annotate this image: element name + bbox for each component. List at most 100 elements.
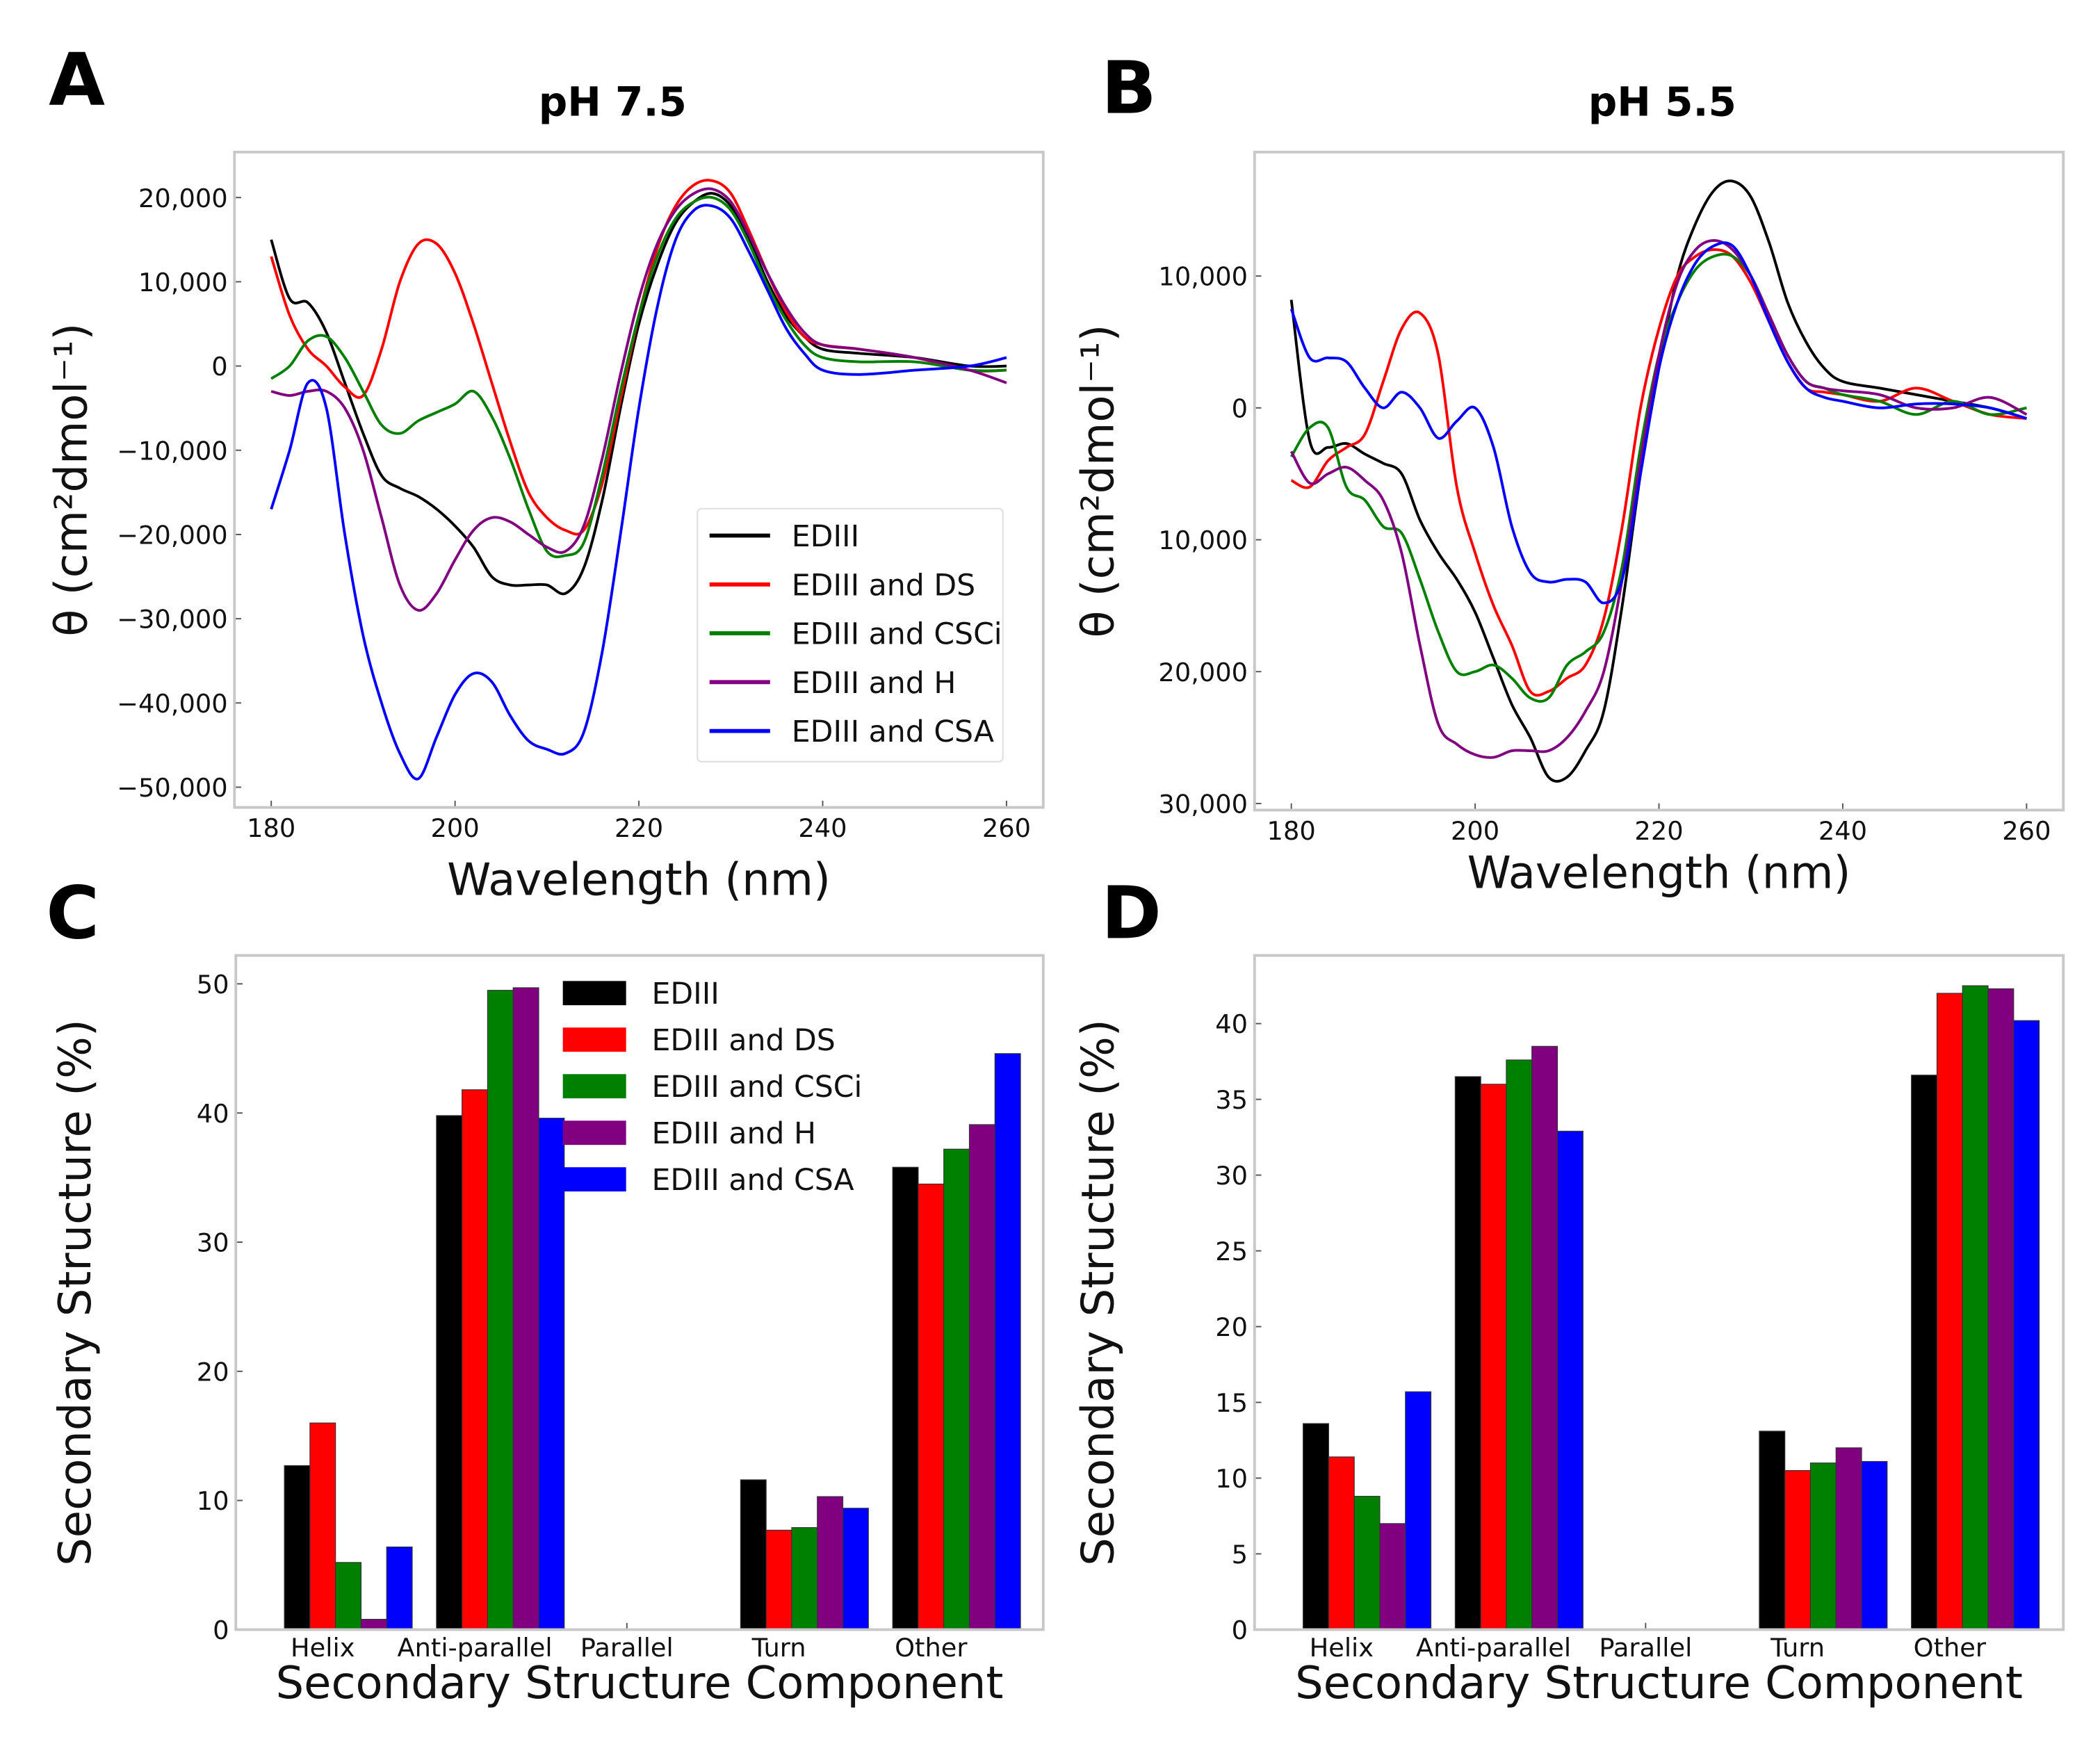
legend-label: EDIII and CSA (651, 1163, 854, 1198)
legend-label: EDIII (651, 977, 719, 1011)
axes-frame (1253, 954, 2065, 1631)
legend-box (697, 507, 1004, 763)
panel-letter-b: B (1101, 46, 1157, 131)
bar-ediii-and-h-other (1987, 988, 2014, 1631)
y-axis-label: Secondary Structure (%) (1073, 1019, 1124, 1566)
x-axis-label: Secondary Structure Component (1295, 1658, 2023, 1709)
y-axis-label: θ (cm²dmol⁻¹) (46, 323, 97, 637)
bar-ediii-and-csa-turn (1861, 1460, 1888, 1631)
y-tick-label: 35 (1215, 1085, 1248, 1115)
bar-ediii-and-csci-helix (335, 1562, 362, 1631)
x-axis-label: Wavelength (nm) (1467, 848, 1851, 899)
bar-ediii-and-csa-turn (842, 1508, 869, 1631)
x-tick-label: Parallel (580, 1633, 674, 1663)
x-tick-label: Parallel (1599, 1633, 1692, 1663)
series-line-ediii-and-ds (270, 179, 1007, 536)
legend-label: EDIII and DS (651, 1023, 835, 1058)
legend: EDIII EDIII and DS EDIII and CSCi EDIII and… (697, 507, 1004, 763)
x-tick-label: Helix (1310, 1633, 1374, 1663)
x-tick-label: Anti-parallel (397, 1633, 552, 1663)
series-line-ediii-and-ds (1290, 248, 2027, 697)
y-tick-label: 10,000 (138, 268, 228, 298)
y-tick-label: 15 (1215, 1388, 1248, 1418)
y-tick-label: 40 (1215, 1009, 1248, 1039)
y-tick-label: −10,000 (117, 436, 227, 466)
bar-ediii-and-ds-turn (765, 1529, 792, 1631)
y-axis-label: θ (cm²dmol⁻¹) (1073, 325, 1124, 638)
axes-frame (234, 954, 1045, 1631)
chart-panel-c: 0 10 20 30 40 50 Helix Anti-parallel Parallel Tur… (50, 954, 1045, 1709)
y-tick-label: 40 (197, 1099, 229, 1129)
bar-ediii-and-ds-anti-parallel (1480, 1084, 1507, 1631)
series-line-ediii-and-csci (1289, 252, 2027, 703)
bar-ediii-other (892, 1166, 919, 1631)
x-tick-label: 260 (982, 813, 1031, 843)
y-tick-label: −30,000 (117, 605, 227, 635)
bar-ediii-and-csci-anti-parallel (487, 990, 514, 1631)
chart-panel-d: 0 5 10 15 20 25 30 35 40 Helix Anti-parallel Parall… (1073, 954, 2065, 1709)
x-axis-label: Wavelength (nm) (447, 854, 831, 906)
y-tick-label: 10,000 (1158, 525, 1248, 555)
series-line-ediii-and-csa (1289, 241, 2027, 605)
bar-ediii-anti-parallel (436, 1115, 463, 1631)
y-tick-label: 30,000 (1158, 790, 1248, 820)
bar-ediii-anti-parallel (1454, 1076, 1481, 1631)
bar-ediii-and-csci-turn (1809, 1462, 1837, 1631)
y-tick-label: 20 (197, 1357, 229, 1387)
x-tick-label: 240 (798, 813, 847, 843)
x-tick-label: Other (1914, 1633, 1987, 1663)
bar-ediii-and-h-turn (1835, 1447, 1862, 1631)
y-tick-label: 5 (1232, 1540, 1248, 1570)
x-tick-label: 200 (1451, 816, 1499, 846)
y-tick-label: −50,000 (117, 773, 227, 803)
y-axis-label: Secondary Structure (%) (50, 1019, 101, 1566)
legend-label: EDIII and CSCi (651, 1070, 862, 1105)
bar-ediii-and-csa-anti-parallel (538, 1118, 565, 1631)
y-tick-label: −40,000 (117, 689, 227, 719)
bar-ediii-and-csa-other (2013, 1020, 2040, 1631)
x-tick-label: 220 (1634, 816, 1683, 846)
y-tick-label: 10 (197, 1486, 229, 1516)
x-tick-label: Anti-parallel (1416, 1633, 1571, 1663)
axes-frame (233, 150, 1045, 809)
legend-swatch (562, 1120, 626, 1146)
x-tick-label: 260 (2002, 816, 2051, 846)
series-line-ediii-and-csa (270, 204, 1007, 781)
bar-ediii-turn (740, 1479, 767, 1631)
y-tick-label: 30 (1215, 1161, 1248, 1191)
y-tick-label: 25 (1215, 1237, 1248, 1266)
bar-ediii-and-h-turn (817, 1496, 844, 1631)
legend-swatch (562, 1074, 626, 1099)
bar-ediii-and-ds-turn (1784, 1470, 1812, 1631)
panel-letter-a: A (49, 38, 105, 122)
y-tick-label: 20 (1215, 1312, 1248, 1342)
x-tick-label: Turn (751, 1633, 806, 1663)
panel-a-title: pH 7.5 (539, 78, 687, 125)
y-tick-label: 20,000 (1158, 658, 1248, 687)
bar-ediii-and-h-other (968, 1124, 995, 1631)
bar-ediii-and-csa-helix (386, 1546, 413, 1631)
series-line-ediii-and-h (1289, 239, 2028, 759)
x-tick-label: 240 (1818, 816, 1867, 846)
axes-frame (1253, 150, 2065, 812)
bar-ediii-and-h-anti-parallel (1531, 1045, 1558, 1631)
bar-ediii-and-csci-other (1962, 985, 1989, 1631)
x-tick-label: 180 (1267, 816, 1316, 846)
bar-ediii-helix (284, 1465, 311, 1631)
y-tick-label: −20,000 (117, 520, 227, 550)
bar-ediii-and-h-anti-parallel (512, 987, 539, 1631)
x-tick-label: Other (895, 1633, 968, 1663)
bar-ediii-and-csa-other (994, 1053, 1021, 1631)
legend: EDIII EDIII and DS EDIII and CSCi EDIII and… (562, 977, 862, 1198)
legend-label: EDIII and CSCi (792, 617, 1002, 652)
bar-ediii-and-csci-anti-parallel (1506, 1059, 1533, 1631)
series-line-ediii-and-csci (270, 195, 1007, 559)
chart-panel-a: 20,000 10,000 0 −10,000 −20,000 −30,000 −40,00… (46, 150, 1045, 906)
bar-ediii-and-csci-turn (791, 1527, 818, 1631)
bar-ediii-and-ds-other (1936, 993, 1963, 1631)
bar-ediii-and-ds-helix (1328, 1456, 1355, 1631)
legend-label: EDIII and H (651, 1116, 816, 1151)
x-tick-label: Turn (1770, 1633, 1825, 1663)
bar-ediii-and-h-helix (360, 1618, 387, 1631)
x-axis-label: Secondary Structure Component (276, 1658, 1004, 1709)
